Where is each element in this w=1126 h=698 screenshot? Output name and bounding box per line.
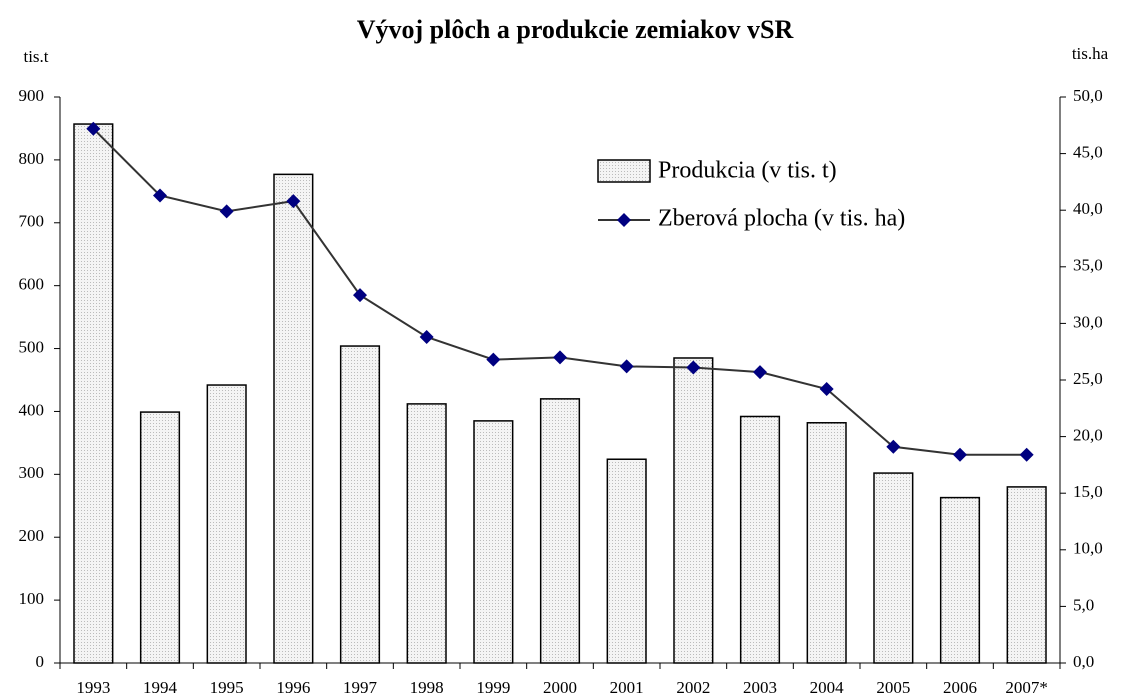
y2-tick-label: 40,0	[1073, 199, 1103, 218]
x-tick-label: 1993	[76, 678, 110, 697]
y-tick-label: 800	[19, 149, 45, 168]
y-axis-label: tis.t	[23, 47, 48, 66]
x-tick-label: 2005	[876, 678, 910, 697]
y-tick-label: 500	[19, 337, 45, 356]
x-tick-label: 2003	[743, 678, 777, 697]
y-tick-label: 400	[19, 400, 45, 419]
y2-axis-label: tis.ha	[1072, 44, 1109, 63]
y-tick-label: 700	[19, 212, 45, 231]
marker	[886, 439, 901, 454]
x-tick-label: 2000	[543, 678, 577, 697]
bar	[339, 345, 381, 664]
y-tick-label: 600	[19, 275, 45, 294]
y2-tick-label: 30,0	[1073, 312, 1103, 331]
x-tick-label: 2004	[810, 678, 845, 697]
marker	[553, 350, 567, 365]
marker	[753, 365, 767, 380]
y2-tick-label: 15,0	[1073, 482, 1103, 501]
x-tick-label: 2006	[943, 678, 977, 697]
bar	[539, 398, 581, 664]
y2-tick-label: 0,0	[1073, 652, 1094, 671]
marker	[1019, 447, 1034, 462]
marker	[286, 194, 301, 209]
marker	[953, 447, 967, 462]
marker	[619, 359, 634, 374]
x-tick-label: 2001	[610, 678, 644, 697]
marker	[419, 329, 434, 344]
legend: Produkcia (v tis. t) Zberová plocha (v t…	[597, 158, 905, 232]
y2-tick-label: 10,0	[1073, 539, 1103, 558]
y2-tick-label: 20,0	[1073, 426, 1103, 445]
x-tick-label: 1998	[410, 678, 444, 697]
y2-tick-label: 25,0	[1073, 369, 1103, 388]
x-tick-label: 1995	[210, 678, 244, 697]
legend-swatch-bar	[597, 159, 651, 183]
legend-label: Zberová plocha (v tis. ha)	[658, 206, 905, 232]
y-tick-label: 100	[19, 589, 45, 608]
x-tick-label: 2007*	[1005, 678, 1048, 697]
bar	[673, 357, 714, 664]
marker	[86, 121, 101, 136]
x-tick-label: 2002	[676, 678, 710, 697]
y-tick-label: 0	[36, 652, 45, 671]
bar	[406, 403, 447, 664]
y2-tick-label: 5,0	[1073, 595, 1094, 614]
bar	[73, 123, 114, 664]
marker	[219, 204, 234, 219]
marker	[153, 188, 167, 203]
y-tick-label: 900	[19, 86, 45, 105]
marker	[486, 352, 501, 367]
bar	[139, 411, 181, 664]
bar	[273, 173, 314, 664]
bar	[473, 420, 514, 664]
bar	[206, 384, 247, 664]
x-tick-label: 1996	[276, 678, 310, 697]
legend-marker	[617, 213, 631, 227]
y2-tick-label: 45,0	[1073, 143, 1103, 162]
marker	[819, 382, 834, 397]
bar	[873, 472, 914, 664]
bar	[1006, 486, 1047, 664]
x-tick-label: 1994	[143, 678, 178, 697]
bar	[606, 458, 647, 664]
y2-tick-label: 50,0	[1073, 86, 1103, 105]
y-tick-label: 200	[19, 526, 45, 545]
x-tick-label: 1999	[476, 678, 510, 697]
y2-tick-label: 35,0	[1073, 256, 1103, 275]
marker	[353, 288, 367, 303]
marker	[686, 360, 701, 375]
chart-title: Vývoj plôch a produkcie zemiakov vSR	[357, 15, 794, 44]
bar	[739, 415, 781, 664]
bar	[939, 496, 981, 664]
x-tick-label: 1997	[343, 678, 378, 697]
legend-label: Produkcia (v tis. t)	[658, 158, 837, 184]
bar	[806, 422, 847, 664]
y-tick-label: 300	[19, 463, 45, 482]
